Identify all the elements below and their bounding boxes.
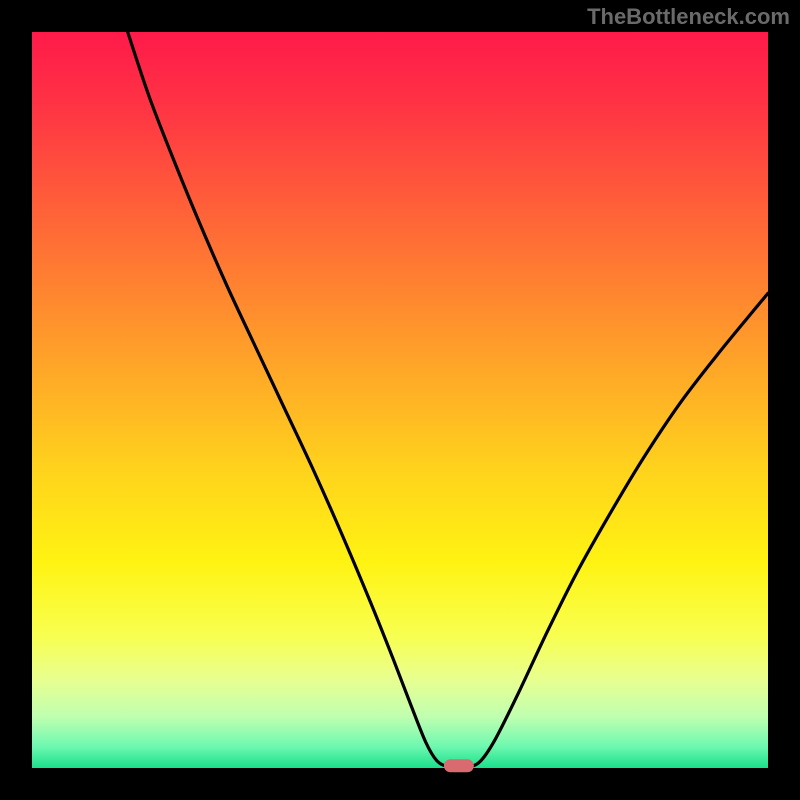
watermark-text: TheBottleneck.com <box>587 4 790 30</box>
plot-gradient-background <box>32 32 768 768</box>
chart-container: TheBottleneck.com <box>0 0 800 800</box>
bottleneck-chart <box>0 0 800 800</box>
minimum-marker <box>444 759 474 772</box>
